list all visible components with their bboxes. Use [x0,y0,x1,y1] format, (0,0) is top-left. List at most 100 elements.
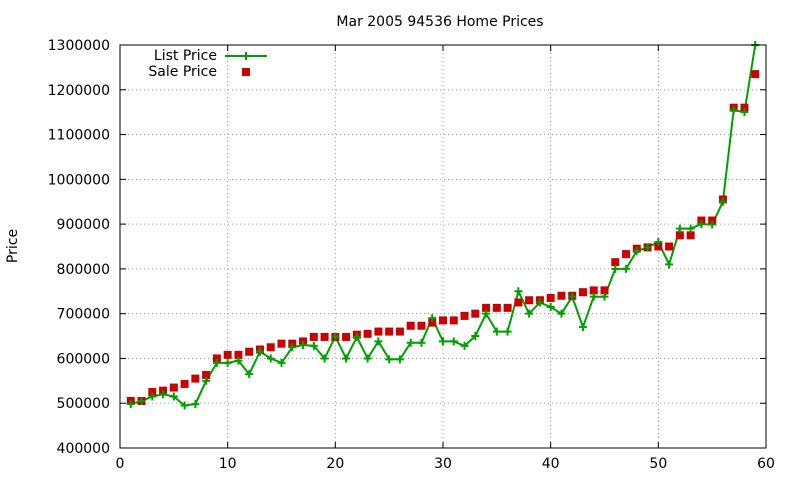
legend-label-list-price: List Price [154,48,217,64]
sale-price-point [611,258,620,267]
list-price-point [471,332,480,341]
x-tick-label: 10 [219,456,237,472]
list-price-point [212,358,221,367]
list-price-point [288,343,297,352]
list-price-point [708,220,717,229]
sale-price-point [708,216,717,225]
sale-price-point [191,374,200,383]
y-tick-label: 1300000 [48,38,110,54]
y-tick-label: 600000 [57,351,110,367]
sale-price-point [600,286,609,295]
sale-price-point [266,343,275,352]
x-tick-label: 60 [757,456,775,472]
list-price-point [460,341,469,350]
list-price-point [352,332,361,341]
sale-price-point [665,242,674,251]
list-price-point [406,338,415,347]
plot-series [126,41,760,410]
sale-price-point [428,318,437,327]
axis-ticks: 400000 500000 600000 700000 800000 900000 1000… [48,38,775,472]
legend-label-sale-price: Sale Price [148,64,217,80]
sale-price-point [622,250,631,259]
sale-price-point [460,311,469,320]
list-price-point [320,354,329,363]
list-price-point [342,354,351,363]
list-price-point [589,292,598,301]
sale-price-point [169,383,178,392]
list-price-point [159,390,168,399]
list-price-point [363,354,372,363]
sale-price-point [482,303,491,312]
list-price-point [309,341,318,350]
list-price-point [503,327,512,336]
list-price-point [557,309,566,318]
list-price-point [697,220,706,229]
sale-price-point [342,332,351,341]
sale-price-point [439,316,447,325]
sale-price-point [385,327,394,336]
chart-title: Mar 2005 94536 Home Prices [336,14,543,30]
sale-price-point [654,242,663,251]
list-price-point [191,400,200,409]
sale-price-point [363,329,372,338]
list-price-point [137,396,146,405]
list-price-point [331,332,340,341]
list-price-point [449,337,458,346]
list-price-point [374,337,383,346]
list-price-point [535,298,544,307]
sale-price-point [309,332,318,341]
legend-square-sale-price [242,68,250,76]
sale-price-point [245,347,254,356]
list-price-point [202,376,211,385]
list-price-point [643,243,652,252]
sale-price-point [578,288,587,297]
sale-price-point [503,303,512,312]
sale-price-point [406,321,415,330]
y-tick-label: 1100000 [48,128,110,144]
list-price-point [245,370,254,379]
sale-price-point [202,371,211,380]
sale-price-point [557,291,566,300]
sale-price-point [514,298,523,307]
list-price-point [180,401,189,410]
y-tick-label: 700000 [57,307,110,323]
list-price-point [632,246,641,255]
sale-price-point [589,286,598,295]
sale-price-point [374,327,383,336]
y-tick-label: 500000 [57,396,110,412]
list-price-point [223,358,232,367]
list-price-point [417,338,426,347]
list-price-point [665,260,674,269]
list-price-point [718,197,727,206]
list-price-point [514,287,523,296]
sale-price-point [546,293,555,302]
list-price-point [385,355,394,364]
list-price-point [654,238,663,247]
list-price-point [568,292,577,301]
y-tick-label: 800000 [57,262,110,278]
y-tick-label: 900000 [57,217,110,233]
sale-price-point [148,388,157,397]
y-tick-label: 1200000 [48,83,110,99]
list-price-point [600,292,609,301]
list-price-point [428,314,437,323]
legend-plus-list-price [242,52,250,60]
list-price-point [395,355,404,364]
list-price-point [255,347,264,356]
list-price-point [299,341,308,350]
list-price-point [675,224,684,233]
sale-price-point [492,303,501,312]
list-price-point [148,392,157,401]
x-tick-label: 20 [326,456,344,472]
list-price-point [266,354,275,363]
plot-frame [119,44,767,449]
list-price-point [525,309,534,318]
sale-price-point [686,231,695,240]
x-tick-label: 40 [542,456,560,472]
x-tick-label: 50 [649,456,667,472]
list-price-point [234,356,243,365]
list-price-point [169,392,178,401]
sale-price-point [395,327,404,336]
